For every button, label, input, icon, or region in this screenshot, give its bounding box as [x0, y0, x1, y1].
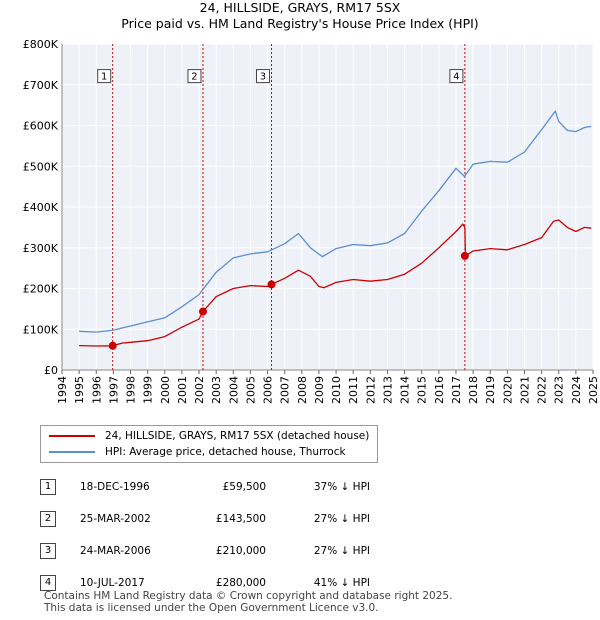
footer-licence: This data is licensed under the Open Gov…	[44, 602, 379, 614]
x-tick-label: 2000	[159, 376, 172, 404]
x-tick-label: 2020	[501, 376, 514, 404]
y-tick-label: £600K	[23, 120, 59, 133]
x-tick-label: 2005	[244, 376, 257, 404]
x-tick-label: 1994	[56, 376, 69, 404]
series-line-hpi	[79, 110, 592, 333]
legend-item-hpi: HPI: Average price, detached house, Thur…	[49, 444, 346, 460]
sale-marker-box	[97, 69, 112, 84]
sale-row: 4 10-JUL-2017 £280,000 41% ↓ HPI	[40, 567, 370, 599]
x-tick-label: 2025	[587, 376, 600, 404]
sale-price: £143,500	[215, 513, 266, 525]
sale-marker-box	[449, 69, 464, 84]
sale-number: 1	[40, 479, 56, 495]
x-tick-label: 2011	[347, 376, 360, 404]
x-tick-label: 2003	[210, 376, 223, 404]
x-tick-label: 2014	[399, 376, 412, 404]
x-tick-label: 2023	[553, 376, 566, 404]
x-tick-label: 2010	[330, 376, 343, 404]
chart-subtitle: Price paid vs. HM Land Registry's House …	[121, 16, 479, 31]
x-tick-label: 2024	[570, 376, 583, 404]
sale-date: 25-MAR-2002	[80, 513, 151, 525]
y-tick-label: £700K	[23, 79, 59, 92]
x-tick-label: 1998	[125, 376, 138, 404]
x-tick-label: 2022	[536, 376, 549, 404]
sale-date: 10-JUL-2017	[80, 577, 145, 589]
y-tick-label: £0	[44, 364, 58, 377]
sale-hpi-diff: 37% ↓ HPI	[313, 481, 370, 493]
x-tick-label: 1995	[73, 376, 86, 404]
sale-point	[267, 280, 276, 289]
y-tick-label: £800K	[23, 38, 59, 51]
x-tick-label: 2021	[518, 376, 531, 404]
sale-hpi-diff: 27% ↓ HPI	[313, 513, 370, 525]
sales-table: 1 18-DEC-1996 £59,500 37% ↓ HPI 2 25-MAR…	[40, 471, 370, 599]
sale-marker-label: 4	[453, 72, 459, 83]
x-tick-label: 2001	[176, 376, 189, 404]
footer-copyright: Contains HM Land Registry data © Crown c…	[44, 590, 453, 602]
x-tick-label: 2009	[313, 376, 326, 404]
y-tick-label: £500K	[23, 160, 59, 173]
y-tick-label: £100K	[23, 323, 59, 336]
sale-row: 2 25-MAR-2002 £143,500 27% ↓ HPI	[40, 503, 370, 535]
sale-date: 24-MAR-2006	[80, 545, 151, 557]
x-tick-label: 2018	[467, 376, 480, 404]
x-tick-label: 2004	[227, 376, 240, 404]
x-tick-label: 1997	[107, 376, 120, 404]
x-tick-label: 2016	[433, 376, 446, 404]
sale-marker-box	[187, 69, 202, 84]
sale-point	[108, 341, 117, 350]
sale-date: 18-DEC-1996	[80, 481, 150, 493]
series-line-property	[79, 219, 592, 347]
y-tick-label: £300K	[23, 242, 59, 255]
sale-number: 4	[40, 575, 56, 591]
x-tick-label: 2015	[416, 376, 429, 404]
sale-price: £280,000	[215, 577, 266, 589]
y-tick-label: £200K	[23, 283, 59, 296]
sale-point	[198, 307, 207, 316]
x-tick-label: 2017	[450, 376, 463, 404]
sale-point	[460, 251, 469, 260]
x-tick-label: 2012	[364, 376, 377, 404]
sale-row: 1 18-DEC-1996 £59,500 37% ↓ HPI	[40, 471, 370, 503]
legend-item-property: 24, HILLSIDE, GRAYS, RM17 5SX (detached …	[49, 428, 369, 444]
y-tick-label: £400K	[23, 201, 59, 214]
x-tick-label: 2019	[484, 376, 497, 404]
x-tick-label: 2007	[279, 376, 292, 404]
sale-marker-label: 2	[191, 72, 197, 83]
footer: Contains HM Land Registry data © Crown c…	[44, 590, 452, 614]
sale-hpi-diff: 41% ↓ HPI	[313, 577, 370, 589]
sale-row: 3 24-MAR-2006 £210,000 27% ↓ HPI	[40, 535, 370, 567]
sale-hpi-diff: 27% ↓ HPI	[313, 545, 370, 557]
legend-label-property: 24, HILLSIDE, GRAYS, RM17 5SX (detached …	[105, 430, 370, 442]
price-chart: £0 £100K £200K £300K £400K £500K £600K £700K £80…	[23, 38, 600, 404]
x-tick-label: 2006	[262, 376, 275, 404]
sale-number: 2	[40, 511, 56, 527]
sale-price: £59,500	[222, 481, 266, 493]
sale-marker-box	[255, 69, 270, 84]
sale-number: 3	[40, 543, 56, 559]
x-tick-label: 2008	[296, 376, 309, 404]
sale-price: £210,000	[215, 545, 266, 557]
sale-marker-label: 1	[101, 72, 107, 83]
x-tick-label: 2002	[193, 376, 206, 404]
x-tick-label: 1996	[90, 376, 103, 404]
x-tick-label: 1999	[142, 376, 155, 404]
legend: 24, HILLSIDE, GRAYS, RM17 5SX (detached …	[40, 425, 378, 463]
sale-marker-label: 3	[260, 72, 266, 83]
x-tick-label: 2013	[381, 376, 394, 404]
legend-label-hpi: HPI: Average price, detached house, Thur…	[105, 446, 346, 458]
legend-line-property	[49, 435, 95, 437]
legend-line-hpi	[49, 451, 95, 453]
chart-title: 24, HILLSIDE, GRAYS, RM17 5SX	[199, 0, 401, 15]
